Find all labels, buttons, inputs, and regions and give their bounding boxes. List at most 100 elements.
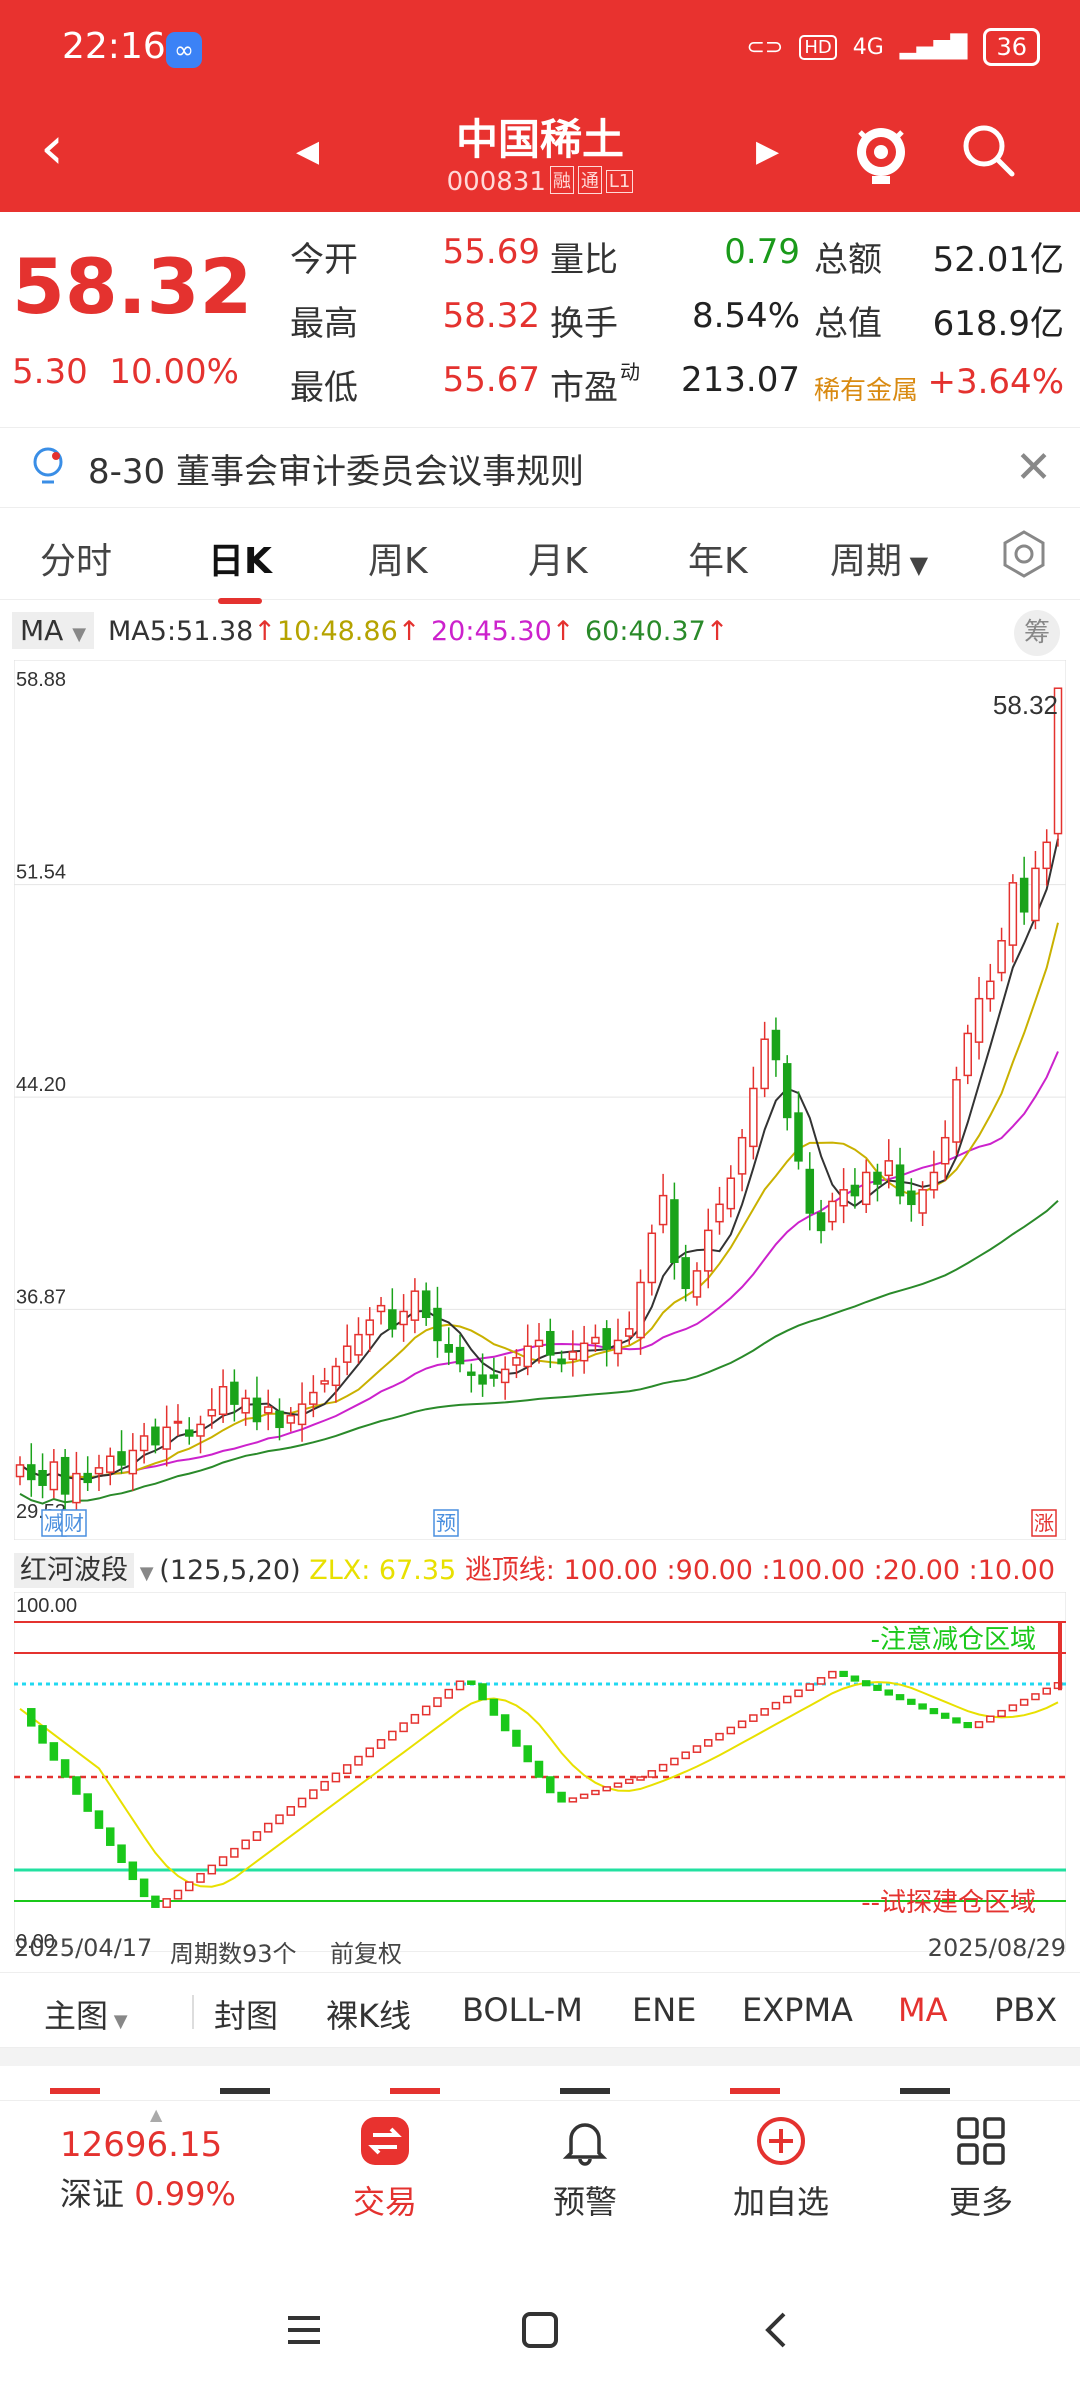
stat-value: 55.67 <box>442 360 540 400</box>
wave-bar <box>1031 1693 1040 1701</box>
adjust-mode[interactable]: 前复权 <box>330 1940 402 1968</box>
candle <box>974 976 984 1060</box>
tab-yearly-k[interactable]: 年K <box>688 541 748 582</box>
wave-bar <box>388 1730 397 1741</box>
candle <box>478 1353 487 1397</box>
settings-icon[interactable] <box>998 528 1050 580</box>
candle <box>421 1282 431 1326</box>
next-stock-icon[interactable]: ▶ <box>756 134 780 169</box>
menu-icon[interactable] <box>284 2310 324 2350</box>
notice-text[interactable]: 8-30 董事会审计委员会议事规则 <box>88 452 584 492</box>
expand-arrow-icon[interactable]: ▲ <box>150 2105 163 2124</box>
candle <box>49 1449 59 1499</box>
ma-selector[interactable]: MA ▼ <box>12 612 95 649</box>
up-arrow-icon: ↑ <box>397 616 421 647</box>
indicator-panel: 红河波段 ▼ (125,5,20) ZLX: 67.35 逃顶线: 100.00… <box>0 1540 1080 1960</box>
wave-bar <box>974 1721 984 1729</box>
nav-trade-label: 交易 <box>352 2183 417 2221</box>
wave-bar <box>568 1797 578 1803</box>
ind-naked-k[interactable]: 裸K线 <box>326 1997 411 2035</box>
wave-bar <box>557 1791 566 1803</box>
main-chart-selector[interactable]: 主图 ▼ <box>44 1997 128 2035</box>
candle <box>388 1288 397 1338</box>
close-icon[interactable]: ✕ <box>1015 442 1052 493</box>
nav-trade[interactable]: 交易 <box>320 2115 450 2223</box>
wave-bar <box>918 1703 927 1710</box>
stat-value: 0.79 <box>724 232 800 272</box>
wave-bar <box>252 1831 262 1841</box>
candle-body <box>342 1345 352 1363</box>
candle-body <box>410 1290 420 1321</box>
k-line-chart[interactable]: 58.8851.5444.2036.8729.5358.32减财预涨 <box>14 660 1066 1540</box>
tag-tong: 通 <box>577 166 602 194</box>
ma-legend-item: 20:45.30↑ <box>431 616 574 647</box>
candle-body <box>218 1386 228 1416</box>
candle <box>320 1367 329 1393</box>
indicator-name[interactable]: 红河波段 <box>14 1553 134 1588</box>
notice-bar[interactable]: 8-30 董事会审计委员会议事规则 ✕ <box>0 428 1080 508</box>
marker-text: 财 <box>64 1511 84 1535</box>
wave-bar <box>275 1814 284 1825</box>
wave-bar <box>591 1789 600 1796</box>
title-bar: ‹ ◀ 中国稀土 000831 融通 L1 ▶ <box>0 100 1080 212</box>
chart-border <box>14 660 1066 1540</box>
candle-body <box>1031 867 1040 922</box>
indicator-chart[interactable]: 100.00 0.00 -注意减仓区域 --试探建仓区域 <box>14 1592 1066 1952</box>
ind-pbx[interactable]: PBX <box>994 1991 1058 2029</box>
wave-bar <box>478 1683 487 1701</box>
candle-body <box>94 1467 104 1475</box>
scrolled-content-edge <box>0 2066 1080 2100</box>
wave-bar <box>342 1764 352 1775</box>
stat-label: 量比 <box>550 240 618 280</box>
index-name: 深证 <box>60 2175 125 2213</box>
search-icon[interactable] <box>956 118 1020 182</box>
nav-add-watchlist[interactable]: 加自选 <box>716 2115 846 2223</box>
tab-weekly-k[interactable]: 周K <box>368 541 428 582</box>
ind-fengtu[interactable]: 封图 <box>214 1997 279 2035</box>
ind-boll-m[interactable]: BOLL-M <box>462 1991 583 2029</box>
ind-ma[interactable]: MA <box>898 1991 948 2029</box>
tab-period[interactable]: 周期 ▼ <box>830 532 928 584</box>
candle <box>489 1357 499 1387</box>
tab-daily-k[interactable]: 日K <box>208 532 272 604</box>
tab-intraday[interactable]: 分时 <box>40 541 113 582</box>
ma-value: MA5:51.38 <box>108 616 254 647</box>
index-widget[interactable]: 12696.15 深证 0.99% <box>60 2125 236 2215</box>
stat-label: 最低 <box>290 368 358 408</box>
event-marker: 财 <box>61 1509 87 1537</box>
back-icon[interactable]: ‹ <box>40 113 64 183</box>
candle-body <box>421 1290 431 1318</box>
wave-bar <box>997 1709 1006 1717</box>
quote-panel: 58.32 5.30 10.00% 稀有金属 +3.64% 今开 55.69 最高 5… <box>0 212 1080 428</box>
candle <box>15 1456 25 1486</box>
candle-body <box>726 1177 736 1210</box>
ma-legend: MA ▼ MA5:51.38↑ 10:48.86↑ 20:45.30↑ 60:40.3… <box>0 600 1080 660</box>
candle-body <box>399 1310 408 1326</box>
sector-name[interactable]: 稀有金属 <box>814 376 919 406</box>
tab-monthly-k[interactable]: 月K <box>528 541 588 582</box>
wave-bar <box>986 1715 995 1723</box>
candle-body <box>230 1381 239 1405</box>
nav-alert[interactable]: 预警 <box>520 2115 650 2223</box>
bottom-nav: ▲ 12696.15 深证 0.99% 交易 预警 加自选 更多 <box>0 2100 1080 2260</box>
wave-bar <box>907 1698 916 1705</box>
grid-icon <box>957 2117 1005 2165</box>
wave-bar <box>805 1683 815 1691</box>
signal-icon: ▂▄▆█ <box>899 34 968 60</box>
ind-expma[interactable]: EXPMA <box>742 1991 853 2029</box>
chip-distribution-button[interactable]: 筹 <box>1014 610 1060 656</box>
prev-stock-icon[interactable]: ◀ <box>296 134 320 169</box>
candle <box>444 1327 453 1366</box>
candle-body <box>557 1358 566 1365</box>
up-arrow-icon: ↑ <box>705 616 729 647</box>
home-icon[interactable] <box>520 2310 560 2350</box>
mascot-icon[interactable] <box>850 116 912 190</box>
candle-body <box>489 1374 499 1379</box>
wave-bar <box>207 1864 217 1875</box>
candle-body <box>512 1357 521 1366</box>
nav-more[interactable]: 更多 <box>916 2115 1046 2223</box>
system-back-icon[interactable] <box>758 2310 798 2350</box>
candle-body <box>320 1380 329 1385</box>
last-price: 58.32 <box>12 242 253 331</box>
ind-ene[interactable]: ENE <box>632 1991 697 2029</box>
